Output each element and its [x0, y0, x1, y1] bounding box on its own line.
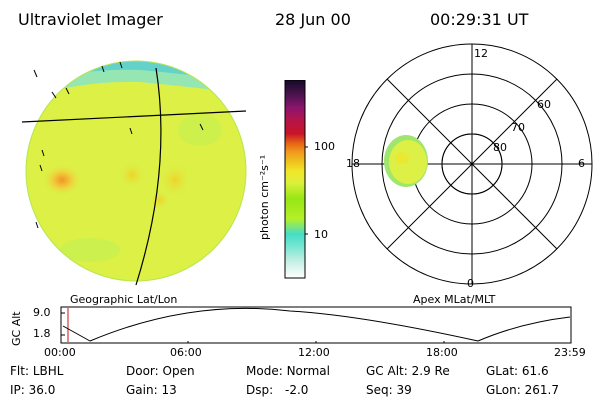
- door-field: Door: Open: [126, 364, 195, 378]
- polar-plot: [351, 43, 593, 285]
- glat-label: GLat:: [486, 364, 519, 378]
- flt-value: LBHL: [32, 364, 64, 378]
- mlt-label-0: 0: [467, 277, 474, 290]
- glon-field: GLon: 261.7: [486, 383, 559, 397]
- dsp-label: Dsp:: [246, 383, 274, 397]
- gain-field: Gain: 13: [126, 383, 177, 397]
- colorbar-tick-100: 100: [314, 140, 335, 153]
- y-tick-9: 9.0: [33, 306, 51, 319]
- mode-field: Mode: Normal: [246, 364, 330, 378]
- seq-label: Seq:: [366, 383, 393, 397]
- gc-alt-field: GC Alt: 2.9 Re: [366, 364, 450, 378]
- latitude-line: [21, 110, 247, 123]
- mlt-label-12: 12: [474, 47, 488, 60]
- colorbar-unit-label: photon cm⁻²s⁻¹: [258, 154, 271, 240]
- mode-value: Normal: [286, 364, 330, 378]
- gain-value: 13: [161, 383, 177, 397]
- mode-label: Mode:: [246, 364, 283, 378]
- seq-field: Seq: 39: [366, 383, 412, 397]
- x-tick-1200: 12:00: [298, 346, 330, 359]
- geographic-caption: Geographic Lat/Lon: [70, 293, 178, 306]
- longitude-line: [135, 67, 162, 286]
- dsp-value: -2.0: [284, 383, 309, 397]
- seq-value: 39: [396, 383, 412, 397]
- x-tick-0000: 00:00: [44, 346, 76, 359]
- gc-alt-axis-label: GC Alt: [10, 311, 23, 346]
- colorbar: [284, 80, 308, 279]
- apex-caption: Apex MLat/MLT: [413, 293, 496, 306]
- ip-value: 36.0: [28, 383, 56, 397]
- altitude-curve: [62, 307, 571, 342]
- ip-label: IP:: [10, 383, 25, 397]
- app-title: Ultraviolet Imager: [18, 10, 163, 29]
- ip-field: IP: 36.0: [10, 383, 55, 397]
- y-tick-1-8: 1.8: [33, 327, 51, 340]
- colorbar-tick-10: 10: [314, 228, 328, 241]
- glat-field: GLat: 61.6: [486, 364, 549, 378]
- date-label: 28 Jun 00: [275, 10, 351, 29]
- mlt-label-6: 6: [578, 157, 585, 170]
- mlt-label-18: 18: [346, 157, 360, 170]
- flt-field: Flt: LBHL: [10, 364, 63, 378]
- glon-label: GLon:: [486, 383, 521, 397]
- door-value: Open: [162, 364, 195, 378]
- geographic-image: [21, 60, 247, 286]
- glat-value: 61.6: [521, 364, 549, 378]
- gc-alt-value: 2.9 Re: [411, 364, 450, 378]
- gc-alt-label: GC Alt:: [366, 364, 408, 378]
- dsp-field: Dsp: -2.0: [246, 383, 308, 397]
- lat-label-80: 80: [493, 141, 507, 154]
- time-label: 00:29:31 UT: [430, 10, 529, 29]
- glon-value: 261.7: [524, 383, 559, 397]
- aurora-patch: [42, 164, 82, 196]
- gain-label: Gain:: [126, 383, 158, 397]
- altitude-strip: [60, 306, 572, 344]
- x-tick-1800: 18:00: [426, 346, 458, 359]
- lat-label-60: 60: [537, 98, 551, 111]
- lat-label-70: 70: [511, 121, 525, 134]
- door-label: Door:: [126, 364, 159, 378]
- flt-label: Flt:: [10, 364, 29, 378]
- x-tick-2359: 23:59: [554, 346, 586, 359]
- x-tick-0600: 06:00: [170, 346, 202, 359]
